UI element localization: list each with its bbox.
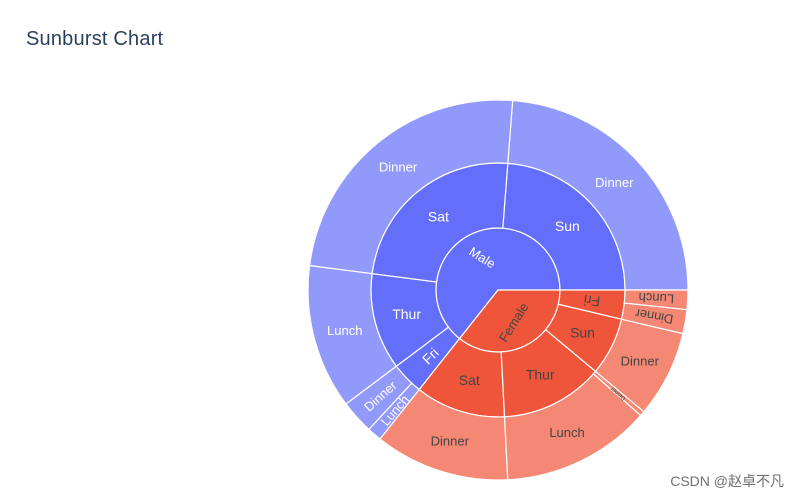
label-female-sun: Sun [570,324,595,340]
label-female-fri: Fri [583,292,601,310]
label-male-sat: Sat [428,209,449,225]
label-female-sat: Sat [459,372,480,388]
label-female-sun-dinner: Dinner [621,353,660,368]
label-female-thur: Thur [526,367,555,383]
label-female-fri-dinner: Dinner [633,306,674,327]
watermark: CSDN @赵卓不凡 [670,473,784,489]
label-female-fri-lunch: Lunch [638,290,674,307]
label-female-sat-dinner: Dinner [431,433,470,448]
label-male-sun: Sun [555,218,580,234]
label-male-thur: Thur [392,306,421,322]
label-male-sat-dinner: Dinner [379,159,418,174]
chart-title: Sunburst Chart [26,28,164,50]
sector-male-sat-dinner[interactable] [308,99,514,275]
label-male-sun-dinner: Dinner [595,175,634,190]
label-male-thur-lunch: Lunch [327,323,362,338]
sector-female-fri-lunch[interactable] [623,289,689,311]
label-female-thur-lunch: Lunch [549,425,584,440]
